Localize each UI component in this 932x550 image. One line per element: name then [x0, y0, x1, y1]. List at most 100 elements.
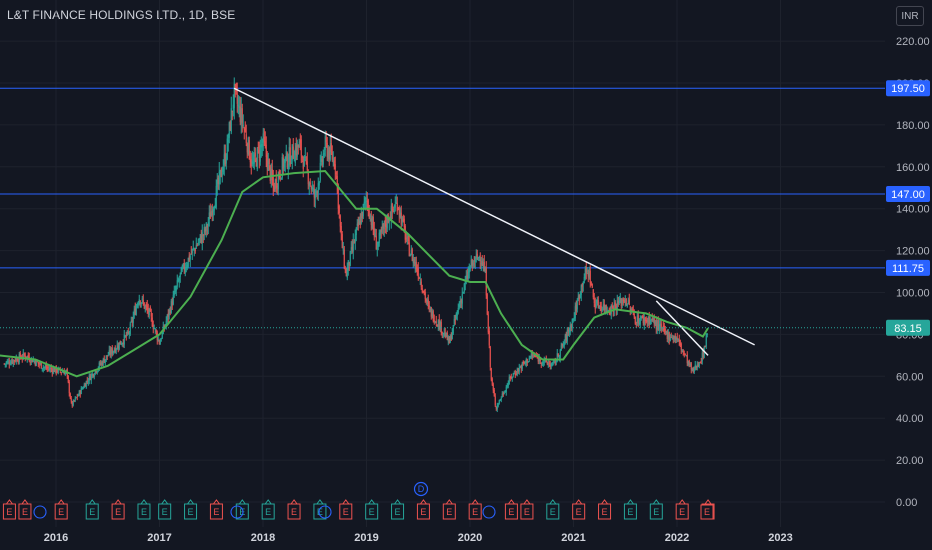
candle-body [368, 210, 370, 219]
candle-body [701, 352, 703, 362]
candle-body [584, 268, 586, 279]
candle-body [491, 378, 493, 385]
candle-body [83, 384, 85, 388]
earnings-marker: E [158, 499, 172, 520]
candle-body [284, 156, 286, 163]
candle-body [257, 147, 259, 149]
candle-body [361, 211, 363, 218]
candle-body [470, 259, 472, 267]
candle-body [61, 371, 63, 373]
candle-body [79, 391, 81, 395]
candle-body [698, 363, 700, 367]
candle-body [233, 83, 235, 108]
candle-body [666, 330, 668, 340]
candle-body [150, 312, 152, 317]
candle-body [395, 202, 397, 204]
candle-body [76, 396, 78, 398]
trend-lines [233, 87, 755, 356]
candle-body [181, 267, 183, 270]
candle-body [314, 190, 316, 199]
candle-body [622, 299, 624, 302]
candle-body [306, 161, 308, 171]
candle-body [53, 368, 55, 372]
candle-body [51, 369, 53, 373]
candle-body [386, 214, 388, 229]
candle-body [29, 362, 31, 364]
candle-body [50, 367, 52, 370]
candle-body [245, 134, 247, 143]
dividend-label: D [418, 484, 425, 494]
candle-body [349, 251, 351, 266]
candle-body [332, 158, 334, 163]
candle-body [141, 298, 143, 301]
candle-body [311, 186, 313, 190]
candle-body [590, 281, 592, 286]
candle-body [661, 327, 663, 330]
candle-body [16, 358, 18, 362]
earnings-marker: E [111, 499, 125, 520]
candle-body [13, 360, 15, 362]
candle-body [103, 358, 105, 363]
candle-body [477, 257, 479, 260]
candle-body [601, 308, 603, 311]
candle-body [111, 347, 113, 354]
candle-body [468, 267, 470, 273]
candle-body [132, 316, 134, 323]
candle-body [324, 136, 326, 150]
candle-body [639, 319, 641, 325]
candle-body [205, 223, 207, 231]
candle-body [106, 355, 108, 357]
candle-body [524, 362, 526, 364]
candle-body [192, 247, 194, 249]
candle-body [235, 84, 237, 92]
currency-button[interactable]: INR [896, 6, 924, 26]
candle-body [681, 349, 683, 351]
candle-body [322, 153, 324, 165]
candle-body [482, 264, 484, 268]
trend-line [655, 300, 709, 356]
candle-body [42, 366, 44, 369]
earnings-marker: E [287, 499, 301, 520]
candle-body [244, 128, 246, 132]
candle-body [343, 249, 345, 268]
candle-body [367, 200, 369, 211]
earnings-marker: E [572, 499, 586, 520]
candle-body [191, 249, 193, 254]
x-tick-label: 2017 [147, 532, 171, 544]
candle-body [645, 319, 647, 321]
candle-body [353, 242, 355, 244]
candle-body [587, 272, 589, 277]
candle-body [46, 367, 48, 369]
earnings-badge [158, 499, 172, 520]
candle-body [380, 229, 382, 233]
candle-body [676, 337, 678, 339]
candle-body [657, 320, 659, 330]
candle-body [25, 356, 27, 359]
earnings-marker: E [416, 499, 430, 520]
candle-body [609, 312, 611, 315]
candle-body [6, 361, 8, 364]
candle-body [196, 245, 198, 247]
candle-body [683, 353, 685, 355]
earnings-marker: E [468, 499, 482, 520]
candle-body [261, 143, 263, 148]
candle-body [39, 362, 41, 365]
candle-body [100, 362, 102, 365]
earnings-badge [209, 499, 223, 520]
earnings-label: E [420, 507, 426, 517]
candle-body [433, 320, 435, 323]
candle-body [452, 325, 454, 334]
candle-body [152, 325, 154, 329]
earnings-badge [546, 499, 560, 520]
candle-body [533, 355, 535, 357]
candle-body [654, 321, 656, 325]
candle-body [523, 361, 525, 364]
candle-body [431, 311, 433, 316]
candle-body [127, 331, 129, 333]
candle-body [104, 359, 106, 364]
candle-body [487, 314, 489, 333]
candle-body [597, 300, 599, 308]
candle-body [498, 400, 500, 404]
earnings-marker: E [675, 499, 689, 520]
